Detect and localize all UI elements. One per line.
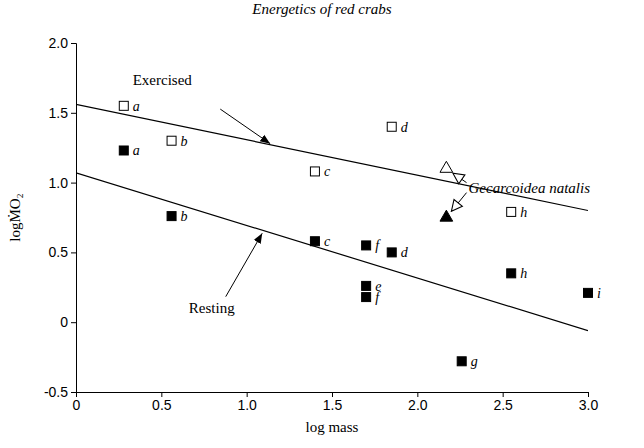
annotation-arrow	[451, 193, 466, 212]
title: Energetics of red crabs	[251, 1, 391, 17]
x-tick-label: 1.5	[323, 397, 343, 413]
x-tick: 1.5	[323, 392, 343, 413]
regression-line	[76, 173, 588, 331]
point-label: d	[401, 245, 409, 260]
chart: 0 0.5 1.0 1.5 2.0 2.5 3.0 -0.5 0 0.5 1.0 1.5 2.0 Exer…	[0, 0, 644, 448]
y-axis-line	[71, 44, 77, 393]
y-tick-mark	[71, 392, 76, 393]
x-tick-label: 0	[73, 397, 81, 413]
y-tick-mark	[71, 322, 76, 323]
y-tick: 2.0	[49, 35, 76, 51]
data-point	[387, 122, 396, 131]
annotation-arrow	[226, 233, 262, 296]
x-axis: 0 0.5 1.0 1.5 2.0 2.5 3.0	[73, 392, 599, 413]
point-label: c	[324, 164, 331, 179]
line-label: Exercised	[133, 72, 193, 88]
y-tick-mark	[71, 183, 76, 184]
x-tick-label: 0.5	[152, 397, 172, 413]
x-tick: 2.0	[408, 392, 428, 413]
data-point	[362, 293, 371, 302]
x-tick: 0	[73, 392, 81, 413]
data-point	[457, 357, 466, 366]
y-tick-label: -0.5	[44, 384, 68, 400]
data-point	[507, 207, 516, 216]
y-tick-label: 1.0	[49, 175, 69, 191]
data-point	[310, 167, 319, 176]
y-tick-label: 1.5	[49, 105, 69, 121]
point-label: f	[375, 238, 381, 253]
y-tick-mark	[71, 113, 76, 114]
line-label: Resting	[189, 300, 235, 316]
data-point	[584, 288, 593, 297]
data-point	[507, 269, 516, 278]
point-label: g	[471, 354, 478, 369]
y-tick: 0.5	[49, 244, 76, 260]
x-axis-label: log mass	[306, 419, 359, 435]
data-point	[119, 101, 128, 110]
y-tick: 1.0	[49, 175, 76, 191]
y-axis-label: logṀO₂	[7, 193, 23, 242]
y-tick-label: 0.5	[49, 244, 69, 260]
annotation-arrow	[453, 173, 467, 182]
point-label: c	[324, 234, 331, 249]
data-point	[387, 248, 396, 257]
y-tick-label: 0	[60, 314, 68, 330]
y-tick: 1.5	[49, 105, 76, 121]
point-label: f	[375, 290, 381, 305]
y-tick: 0	[60, 314, 76, 330]
point-label: h	[520, 266, 527, 281]
x-tick: 1.0	[237, 392, 257, 413]
y-axis: -0.5 0 0.5 1.0 1.5 2.0	[44, 35, 77, 400]
annotation-arrow	[220, 109, 270, 144]
y-tick-mark	[71, 43, 76, 44]
annotation: Gecarcoidea natalis	[469, 180, 591, 196]
data-point	[362, 281, 371, 290]
point-label: h	[520, 205, 527, 220]
data-point	[167, 136, 176, 145]
x-tick-label: 2.5	[493, 397, 513, 413]
x-tick-label: 1.0	[237, 397, 257, 413]
point-label: a	[133, 143, 140, 158]
point-label: b	[181, 134, 188, 149]
points	[119, 101, 592, 365]
x-tick-label: 2.0	[408, 397, 428, 413]
data-point	[362, 241, 371, 250]
x-tick: 0.5	[152, 392, 172, 413]
plot: 0 0.5 1.0 1.5 2.0 2.5 3.0 -0.5 0 0.5 1.0 1.5 2.0 Exer…	[44, 35, 601, 413]
point-label: a	[133, 99, 140, 114]
y-tick-label: 2.0	[49, 35, 69, 51]
data-point	[440, 161, 453, 172]
y-tick-mark	[71, 252, 76, 253]
x-tick: 2.5	[493, 392, 513, 413]
y-tick: -0.5	[44, 384, 76, 400]
data-point	[119, 146, 128, 155]
data-point	[440, 210, 453, 221]
point-label: i	[597, 286, 601, 301]
x-tick-label: 3.0	[579, 397, 599, 413]
point-label: b	[181, 209, 188, 224]
point-label: d	[401, 120, 409, 135]
lines	[76, 104, 588, 330]
data-point	[310, 237, 319, 246]
data-point	[167, 212, 176, 221]
x-tick: 3.0	[579, 392, 599, 413]
texts: ExercisedRestingabcdhabcfdefghiGecarcoid…	[133, 72, 601, 369]
